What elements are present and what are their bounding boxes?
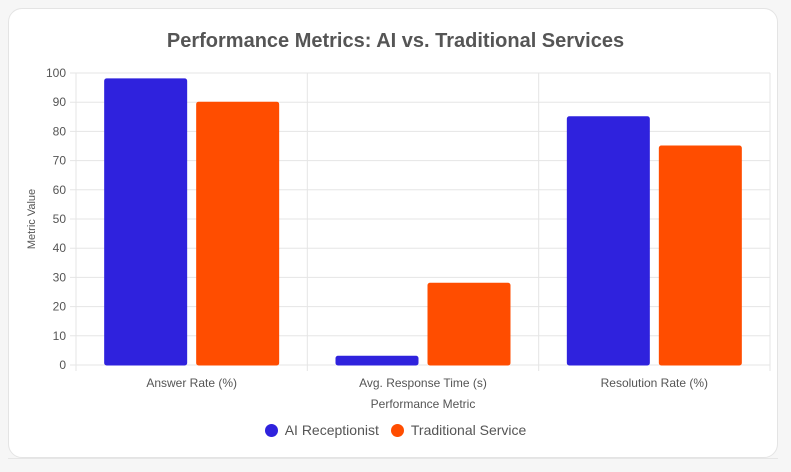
bar-ai-receptionist	[335, 355, 419, 366]
y-tick-label: 50	[53, 212, 67, 226]
y-tick-label: 30	[53, 270, 67, 284]
y-tick-label: 40	[53, 241, 67, 255]
bar-ai-receptionist	[104, 78, 188, 366]
y-tick-label: 100	[46, 66, 66, 80]
legend-swatch-ai-receptionist	[264, 423, 278, 437]
y-axis-label: Metric Value	[26, 189, 38, 249]
x-tick-label: Answer Rate (%)	[146, 376, 237, 390]
y-tick-label: 90	[53, 95, 67, 109]
y-tick-label: 70	[53, 154, 67, 168]
x-axis-label: Performance Metric	[371, 397, 476, 411]
y-tick-label: 60	[53, 183, 67, 197]
legend: AI Receptionist Traditional Service	[0, 422, 791, 438]
x-tick-label: Resolution Rate (%)	[601, 376, 708, 390]
legend-item-traditional-service[interactable]: Traditional Service	[390, 422, 527, 438]
bars	[104, 78, 742, 366]
bar-traditional-service	[658, 145, 742, 366]
y-tick-label: 0	[59, 358, 66, 372]
chart-title: Performance Metrics: AI vs. Traditional …	[166, 30, 625, 52]
bar-ai-receptionist	[566, 116, 650, 366]
legend-swatch-traditional-service	[390, 423, 404, 437]
legend-item-ai-receptionist[interactable]: AI Receptionist	[264, 422, 379, 438]
next-card-edge	[0, 458, 791, 472]
y-tick-labels: 0 10 20 30 40 50 60 70 80 90 100	[46, 66, 66, 372]
x-tick-labels: Answer Rate (%) Avg. Response Time (s) Res…	[146, 376, 708, 390]
y-tick-label: 20	[53, 300, 67, 314]
bar-traditional-service	[196, 101, 280, 366]
legend-label: AI Receptionist	[284, 422, 379, 438]
bar-traditional-service	[427, 282, 511, 366]
y-tick-label: 10	[53, 329, 67, 343]
legend-label: Traditional Service	[410, 422, 527, 438]
y-tick-label: 80	[53, 124, 67, 138]
x-tick-label: Avg. Response Time (s)	[359, 376, 487, 390]
